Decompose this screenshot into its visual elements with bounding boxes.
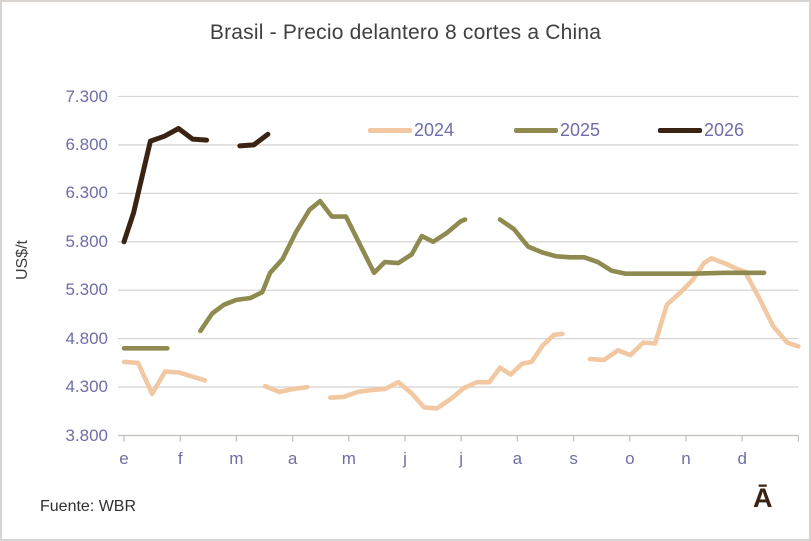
series-line-2024 bbox=[262, 383, 310, 395]
y-tick-label: 4.800 bbox=[65, 328, 108, 348]
x-tick-label: o bbox=[625, 449, 635, 468]
chart-title: Brasil - Precio delantero 8 cortes a Chi… bbox=[209, 21, 602, 44]
x-tick-label: e bbox=[119, 449, 129, 468]
legend-item-2025: 2025 bbox=[514, 121, 600, 139]
legend-swatch-icon bbox=[658, 127, 702, 133]
legend-swatch-icon bbox=[514, 127, 558, 133]
series-line-2025 bbox=[198, 198, 468, 334]
source-note: Fuente: WBR bbox=[40, 498, 137, 515]
series-line-2024 bbox=[121, 359, 208, 397]
y-tick-label: 7.300 bbox=[65, 86, 108, 106]
series-line-2026 bbox=[121, 126, 210, 245]
y-tick-label: 5.300 bbox=[65, 280, 108, 300]
x-tick-label: s bbox=[569, 449, 578, 468]
x-tick-label: m bbox=[229, 449, 244, 468]
legend-label: 2025 bbox=[560, 120, 601, 140]
x-tick-label: f bbox=[177, 449, 183, 468]
x-tick-label: m bbox=[341, 449, 356, 468]
legend-swatch-icon bbox=[368, 127, 412, 133]
x-tick-label: j bbox=[403, 449, 407, 468]
legend-label: 2024 bbox=[414, 120, 455, 140]
legend-item-2024: 2024 bbox=[368, 121, 454, 139]
series-line-2025 bbox=[497, 217, 767, 277]
brand-logo-icon: Ā bbox=[753, 483, 773, 513]
x-tick-label: j bbox=[459, 449, 464, 468]
x-tick-label: n bbox=[681, 449, 691, 468]
x-tick-label: a bbox=[287, 449, 298, 468]
legend-item-2026: 2026 bbox=[658, 121, 744, 139]
y-tick-label: 4.300 bbox=[65, 377, 108, 397]
legend-label: 2026 bbox=[704, 120, 745, 140]
y-tick-label: 5.800 bbox=[65, 231, 108, 251]
y-tick-label: 3.800 bbox=[65, 425, 108, 445]
x-tick-label: d bbox=[737, 449, 747, 468]
series-line-2024 bbox=[327, 331, 565, 411]
y-tick-label: 6.300 bbox=[65, 183, 108, 203]
y-tick-label: 6.800 bbox=[65, 134, 108, 154]
series-line-2026 bbox=[237, 131, 271, 149]
x-tick-label: a bbox=[512, 449, 523, 468]
